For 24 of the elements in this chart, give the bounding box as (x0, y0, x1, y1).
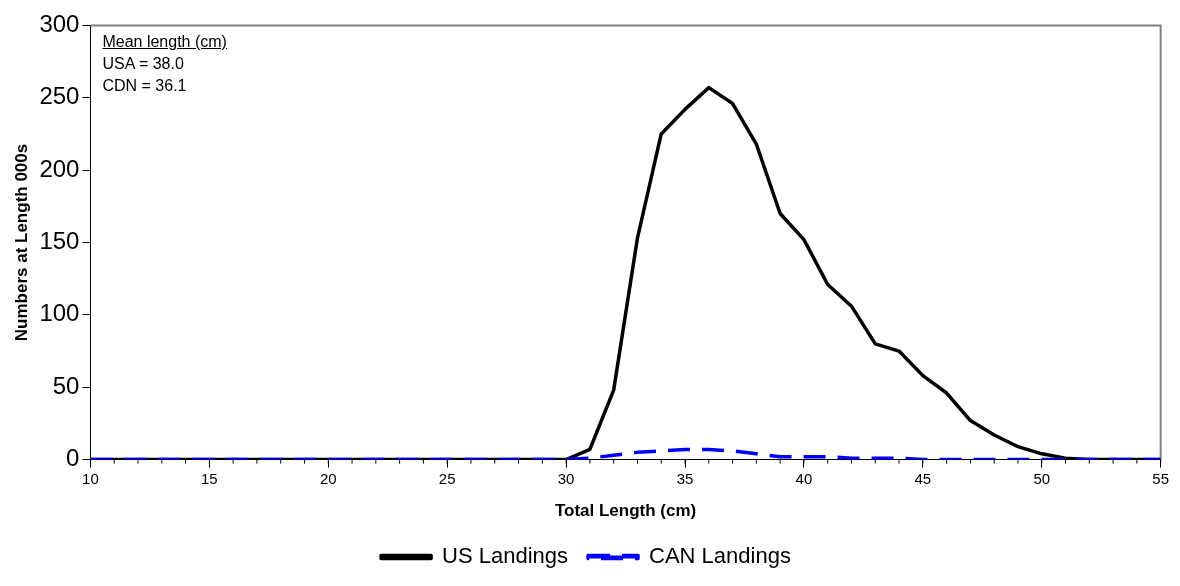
x-tick-label: 30 (557, 469, 575, 487)
x-tick-label: 40 (795, 469, 813, 487)
x-tick-label: 25 (438, 469, 456, 487)
y-tick-label: 300 (39, 10, 80, 38)
legend-label: CAN Landings (649, 543, 791, 569)
annotation: USA = 38.0 (102, 54, 185, 75)
y-tick-label: 150 (39, 227, 80, 255)
x-axis-title: Total Length (cm) (554, 501, 697, 521)
y-tick-label: 50 (52, 371, 80, 399)
x-tick-label: 35 (676, 469, 694, 487)
x-tick-label: 20 (319, 469, 337, 487)
x-tick-label: 10 (82, 469, 99, 487)
y-tick-label: 250 (39, 82, 80, 110)
annotation: Mean length (cm) (102, 32, 227, 53)
y-axis-title: Numbers at Length 000s (11, 143, 31, 342)
y-tick-label: 0 (66, 444, 80, 472)
x-tick-label: 55 (1152, 469, 1169, 487)
legend-label: US Landings (442, 543, 569, 569)
annotation: CDN = 36.1 (102, 76, 188, 97)
x-tick-label: 45 (914, 469, 932, 487)
y-tick-label: 100 (39, 299, 80, 327)
x-tick-label: 50 (1033, 469, 1051, 487)
x-tick-label: 15 (201, 469, 218, 487)
y-tick-label: 200 (39, 154, 80, 182)
